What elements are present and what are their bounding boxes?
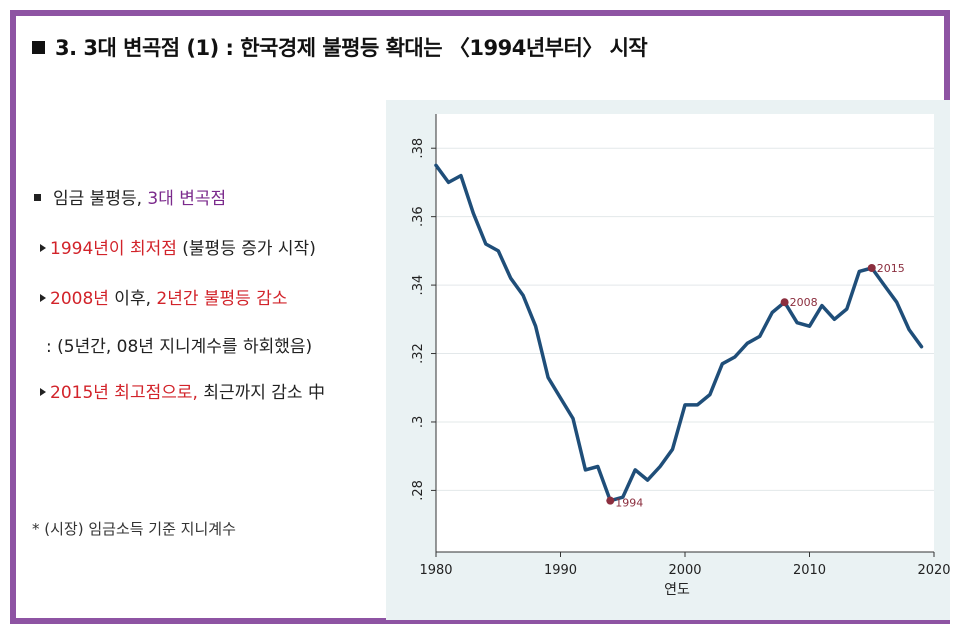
annotation-label: 2015	[877, 262, 905, 275]
y-tick-label: .36	[411, 206, 426, 227]
triangle-bullet-icon	[40, 388, 46, 396]
bullet-main-prefix: 임금 불평등,	[53, 189, 148, 209]
gini-chart: .28 .3 .32 .34 .36 .38 1980 1990 2000 2010 2020 연도 1…	[386, 100, 951, 620]
title-text: 3. 3대 변곡점 (1) : 한국경제 불평등 확대는 〈1994년부터〉 시…	[55, 36, 648, 60]
bullet-1994: 1994년이 최저점 (불평등 증가 시작)	[40, 234, 316, 259]
triangle-bullet-icon	[40, 294, 46, 302]
bullet-main: 임금 불평등, 3대 변곡점	[34, 184, 226, 209]
annotation-marker	[867, 263, 876, 272]
y-tick-label: .34	[411, 275, 426, 296]
gini-line	[434, 163, 924, 503]
annotation-marker	[606, 496, 615, 505]
x-axis-label: 연도	[664, 582, 690, 598]
bullet-2008: 2008년 이후, 2년간 불평등 감소	[40, 284, 288, 309]
bullet-1994-text: (불평등 증가 시작)	[176, 239, 316, 259]
y-tick-label: .38	[411, 138, 426, 159]
annotation-label: 1994	[615, 497, 643, 510]
x-tick-label: 2000	[668, 563, 701, 578]
bullet-1994-highlight: 1994년이 최저점	[50, 239, 177, 259]
x-tick-label: 2020	[917, 563, 950, 578]
bullet-2015-highlight: 2015년 최고점으로,	[50, 383, 198, 403]
title-square-icon	[32, 41, 45, 54]
bullet-2008-year: 2008년	[50, 289, 109, 309]
y-tick-label: .28	[411, 480, 426, 501]
slide-frame: 3. 3대 변곡점 (1) : 한국경제 불평등 확대는 〈1994년부터〉 시…	[10, 10, 951, 624]
footnote: * (시장) 임금소득 기준 지니계수	[32, 520, 236, 538]
annotation-marker	[780, 298, 789, 307]
chart-svg: .28 .3 .32 .34 .36 .38 1980 1990 2000 2010 2020 연도 1…	[411, 114, 951, 598]
annotation-label: 2008	[790, 296, 818, 309]
slide-title: 3. 3대 변곡점 (1) : 한국경제 불평등 확대는 〈1994년부터〉 시…	[32, 32, 648, 62]
bullet-2015: 2015년 최고점으로, 최근까지 감소 中	[40, 378, 325, 403]
y-tick-label: .3	[411, 416, 426, 428]
bullet-2008-highlight: 2년간 불평등 감소	[156, 289, 288, 309]
y-tick-label: .32	[411, 343, 426, 364]
square-bullet-icon	[34, 194, 41, 201]
bullet-2008-sub: : (5년간, 08년 지니계수를 하회했음)	[46, 337, 313, 357]
bullet-2015-text: 최근까지 감소 中	[197, 383, 325, 403]
x-tick-label: 2010	[793, 563, 826, 578]
bullet-2008-mid: 이후,	[108, 289, 157, 309]
plot-area	[436, 114, 934, 552]
bullet-main-highlight: 3대 변곡점	[147, 189, 227, 209]
x-tick-label: 1990	[544, 563, 577, 578]
triangle-bullet-icon	[40, 244, 46, 252]
x-tick-label: 1980	[419, 563, 452, 578]
